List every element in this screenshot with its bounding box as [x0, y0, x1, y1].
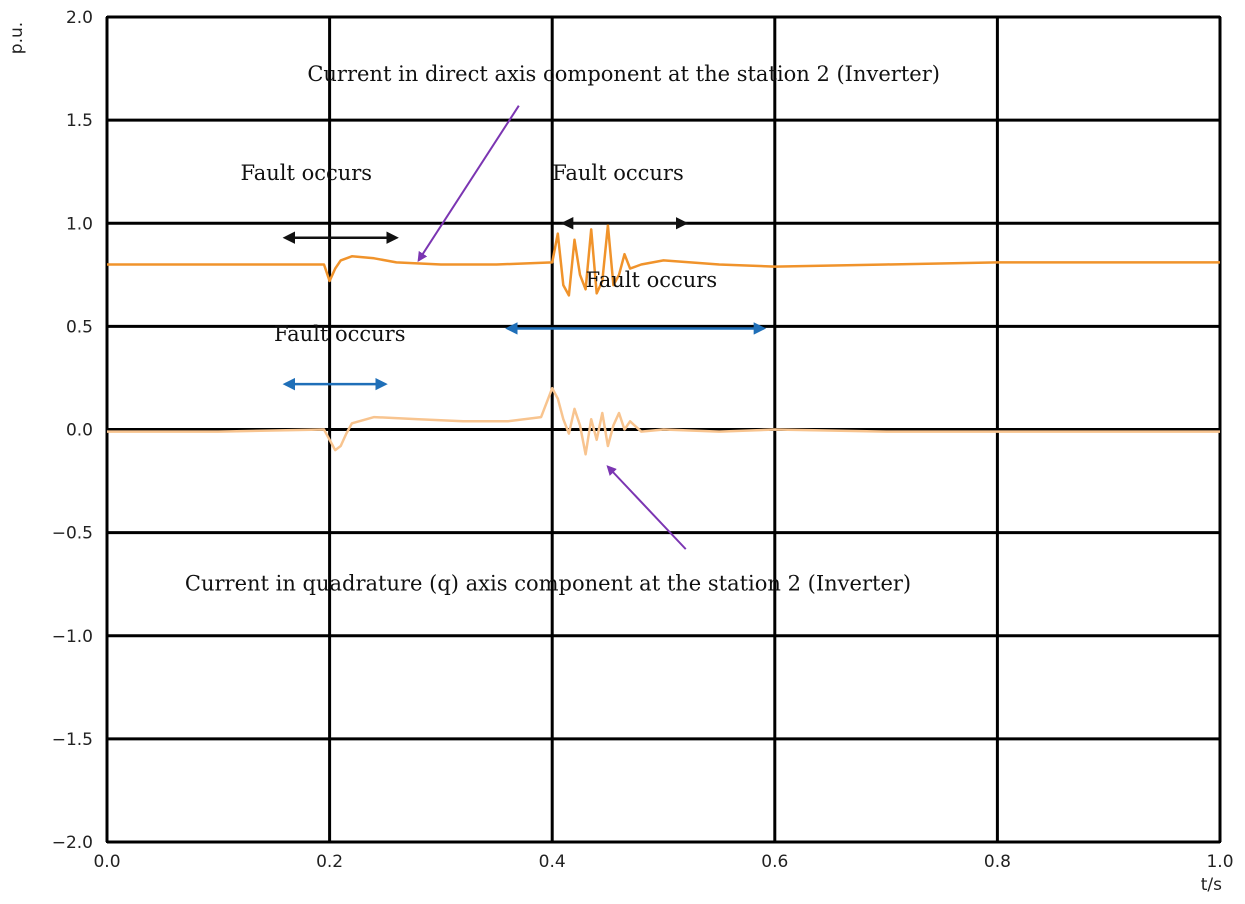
x-axis-label: t/s — [1201, 875, 1222, 895]
x-tick-label: 0.2 — [316, 852, 343, 872]
annotation-arrow — [417, 105, 520, 263]
x-tick-label: 1.0 — [1206, 852, 1233, 872]
series-layer — [107, 224, 1220, 456]
annotation-label: Current in direct axis component at the … — [307, 62, 940, 86]
annotations-layer: Current in direct axis component at the … — [185, 62, 940, 595]
x-tick-label: 0.6 — [761, 852, 788, 872]
tick-labels: 2.01.51.00.50.0−0.5−1.0−1.5−2.00.0 0.2 0.4… — [52, 8, 1234, 872]
annotation-label: Current in quadrature (q) axis component… — [185, 571, 911, 595]
y-tick-label: −2.0 — [52, 833, 93, 853]
x-tick-label: 0.8 — [984, 852, 1011, 872]
y-axis-label: p.u. — [7, 22, 27, 54]
y-tick-label: 1.5 — [66, 111, 93, 131]
series-line-1 — [107, 224, 1220, 297]
series-line-2 — [107, 386, 1220, 456]
annotation-label: Fault occurs — [586, 268, 718, 292]
annotation-label: Fault occurs — [274, 322, 406, 346]
y-tick-label: 1.0 — [66, 214, 93, 234]
annotation-arrow — [606, 465, 687, 550]
y-tick-label: 0.0 — [66, 421, 93, 441]
y-tick-label: −1.0 — [52, 627, 93, 647]
annotation-label: Fault occurs — [241, 161, 373, 185]
annotation-label: Fault occurs — [552, 161, 684, 185]
y-tick-label: 2.0 — [66, 8, 93, 28]
x-tick-label: 0.4 — [539, 852, 566, 872]
y-tick-label: −1.5 — [52, 730, 93, 750]
y-tick-label: −0.5 — [52, 524, 93, 544]
x-tick-label: 0.0 — [93, 852, 120, 872]
y-tick-label: 0.5 — [66, 317, 93, 337]
